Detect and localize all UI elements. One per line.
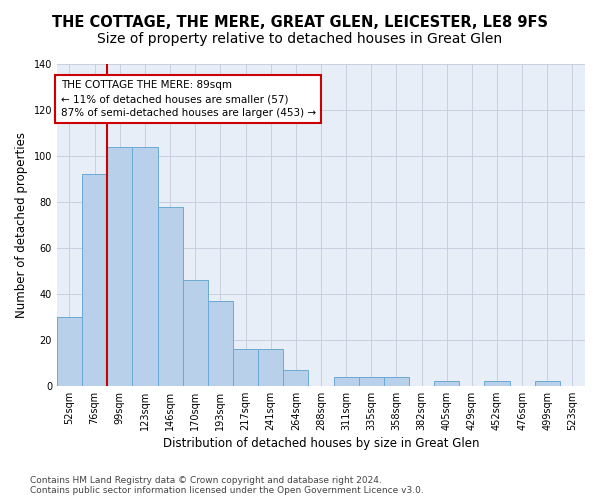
Bar (133, 147, 158, 386)
Bar (334, 376, 359, 386)
Y-axis label: Number of detached properties: Number of detached properties (15, 132, 28, 318)
Bar (182, 280, 208, 386)
Text: Size of property relative to detached houses in Great Glen: Size of property relative to detached ho… (97, 32, 503, 46)
Bar (484, 381, 509, 386)
Bar (82, 174, 107, 386)
Text: THE COTTAGE THE MERE: 89sqm
← 11% of detached houses are smaller (57)
87% of sem: THE COTTAGE THE MERE: 89sqm ← 11% of det… (61, 80, 316, 118)
Text: THE COTTAGE, THE MERE, GREAT GLEN, LEICESTER, LE8 9FS: THE COTTAGE, THE MERE, GREAT GLEN, LEICE… (52, 15, 548, 30)
Bar (535, 381, 560, 386)
Text: Contains HM Land Registry data © Crown copyright and database right 2024.
Contai: Contains HM Land Registry data © Crown c… (30, 476, 424, 495)
Bar (359, 376, 384, 386)
Bar (107, 147, 133, 386)
Bar (258, 349, 283, 386)
Bar (384, 376, 409, 386)
Bar (233, 349, 258, 386)
Bar (158, 206, 182, 386)
Bar (283, 370, 308, 386)
Bar (208, 301, 233, 386)
X-axis label: Distribution of detached houses by size in Great Glen: Distribution of detached houses by size … (163, 437, 479, 450)
Bar (57, 317, 82, 386)
Bar (434, 381, 459, 386)
